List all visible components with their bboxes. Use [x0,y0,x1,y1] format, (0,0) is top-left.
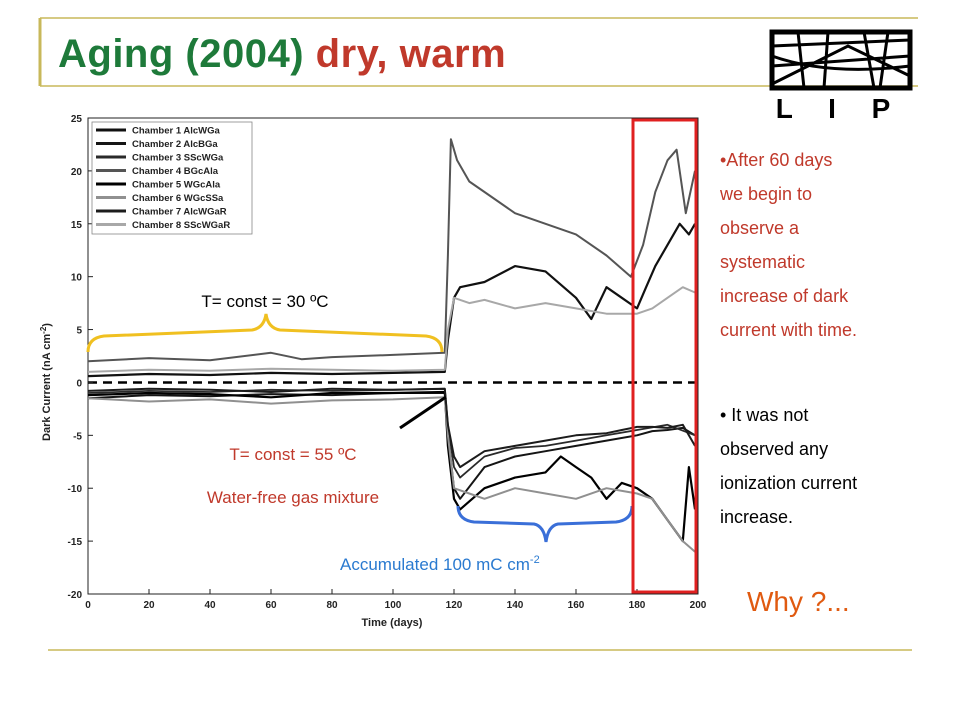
legend-label-4: Chamber 4 BGcAla [132,166,219,177]
y-axis-label-close: ) [41,323,53,327]
y-tick-label: -20 [68,590,83,601]
brace-accumulated [456,505,634,543]
lip-logo: L I P [769,29,913,122]
annotation-accumulated-main: Accumulated 100 mC cm [340,555,530,574]
why-question: Why ?... [747,586,850,617]
x-tick-label: 200 [690,600,707,611]
x-tick-label: 60 [265,600,277,611]
x-axis-label: Time (days) [362,617,423,629]
brace-30c [86,313,444,353]
dark-current-chart: 0 20 40 60 80 100 120 140 160 180 200 25 20 15 10 5 0 -5 -… [39,114,707,629]
legend-label-6: Chamber 6 WGcSSa [132,193,224,204]
chart-legend: Chamber 1 AlcWGa Chamber 2 AlcBGa Chamber … [91,121,253,235]
annotation-gas: Water-free gas mixture [207,488,379,507]
series-line-3 [87,387,696,479]
y-tick-label: 15 [71,220,83,231]
x-tick-label: 20 [143,600,155,611]
axis-ticks: 0 20 40 60 80 100 120 140 160 180 200 25 20 15 10 5 0 -5 -… [68,114,707,611]
y-axis-label-exp: -2 [39,326,48,334]
y-tick-label: 25 [71,114,83,125]
legend-label-8: Chamber 8 SScWGaR [132,220,230,231]
logo-lettering: L I P [776,93,905,122]
x-tick-label: 100 [385,600,402,611]
annotation-55c: T= const = 55 ºC [229,445,356,464]
legend-box [91,121,253,235]
legend-label-1: Chamber 1 AlcWGa [132,126,221,137]
series-line-1 [87,222,696,378]
series-line-4 [87,138,696,363]
series-line-6 [87,396,696,553]
arrow-55c [399,395,447,430]
y-axis-label-main: Dark Current (nA cm [41,334,53,441]
series-line-8 [87,286,696,373]
x-tick-label: 140 [507,600,524,611]
bullet-no-ionization: • It was not observed any ionization cur… [720,405,858,527]
y-tick-label: 5 [76,326,82,337]
x-tick-label: 120 [446,600,463,611]
annotation-30c: T= const = 30 ºC [201,292,328,311]
y-tick-label: 10 [71,273,83,284]
legend-label-2: Chamber 2 AlcBGa [132,139,218,150]
highlight-box [631,118,698,594]
slide-title: Aging (2004) dry, warm [58,32,506,77]
x-tick-label: 40 [204,600,216,611]
x-tick-label: 180 [629,600,646,611]
series-line-7 [87,387,696,469]
legend-label-3: Chamber 3 SScWGa [132,153,224,164]
y-tick-label: 0 [76,378,82,389]
annotation-accumulated-exp: -2 [530,554,540,566]
y-tick-label: -15 [68,537,83,548]
y-axis-label: Dark Current (nA cm-2) [39,323,53,441]
y-tick-label: -10 [68,484,83,495]
annotation-accumulated: Accumulated 100 mC cm-2 [340,554,540,574]
series-line-2 [87,392,696,500]
title-part-1: Aging (2004) [58,32,316,76]
y-tick-label: 20 [71,167,83,178]
series-layer [87,138,697,553]
bullet-after-60-days: •After 60 days we begin to observe a sys… [720,150,858,340]
chart-overlays: Time (days) Dark Current (nA cm-2) [39,323,423,629]
title-part-2: dry, warm [315,32,507,76]
x-tick-label: 160 [568,600,585,611]
x-tick-label: 80 [326,600,338,611]
x-tick-label: 0 [85,600,91,611]
legend-label-7: Chamber 7 AlcWGaR [132,207,227,218]
y-tick-label: -5 [73,431,82,442]
legend-label-5: Chamber 5 WGcAla [132,180,221,191]
